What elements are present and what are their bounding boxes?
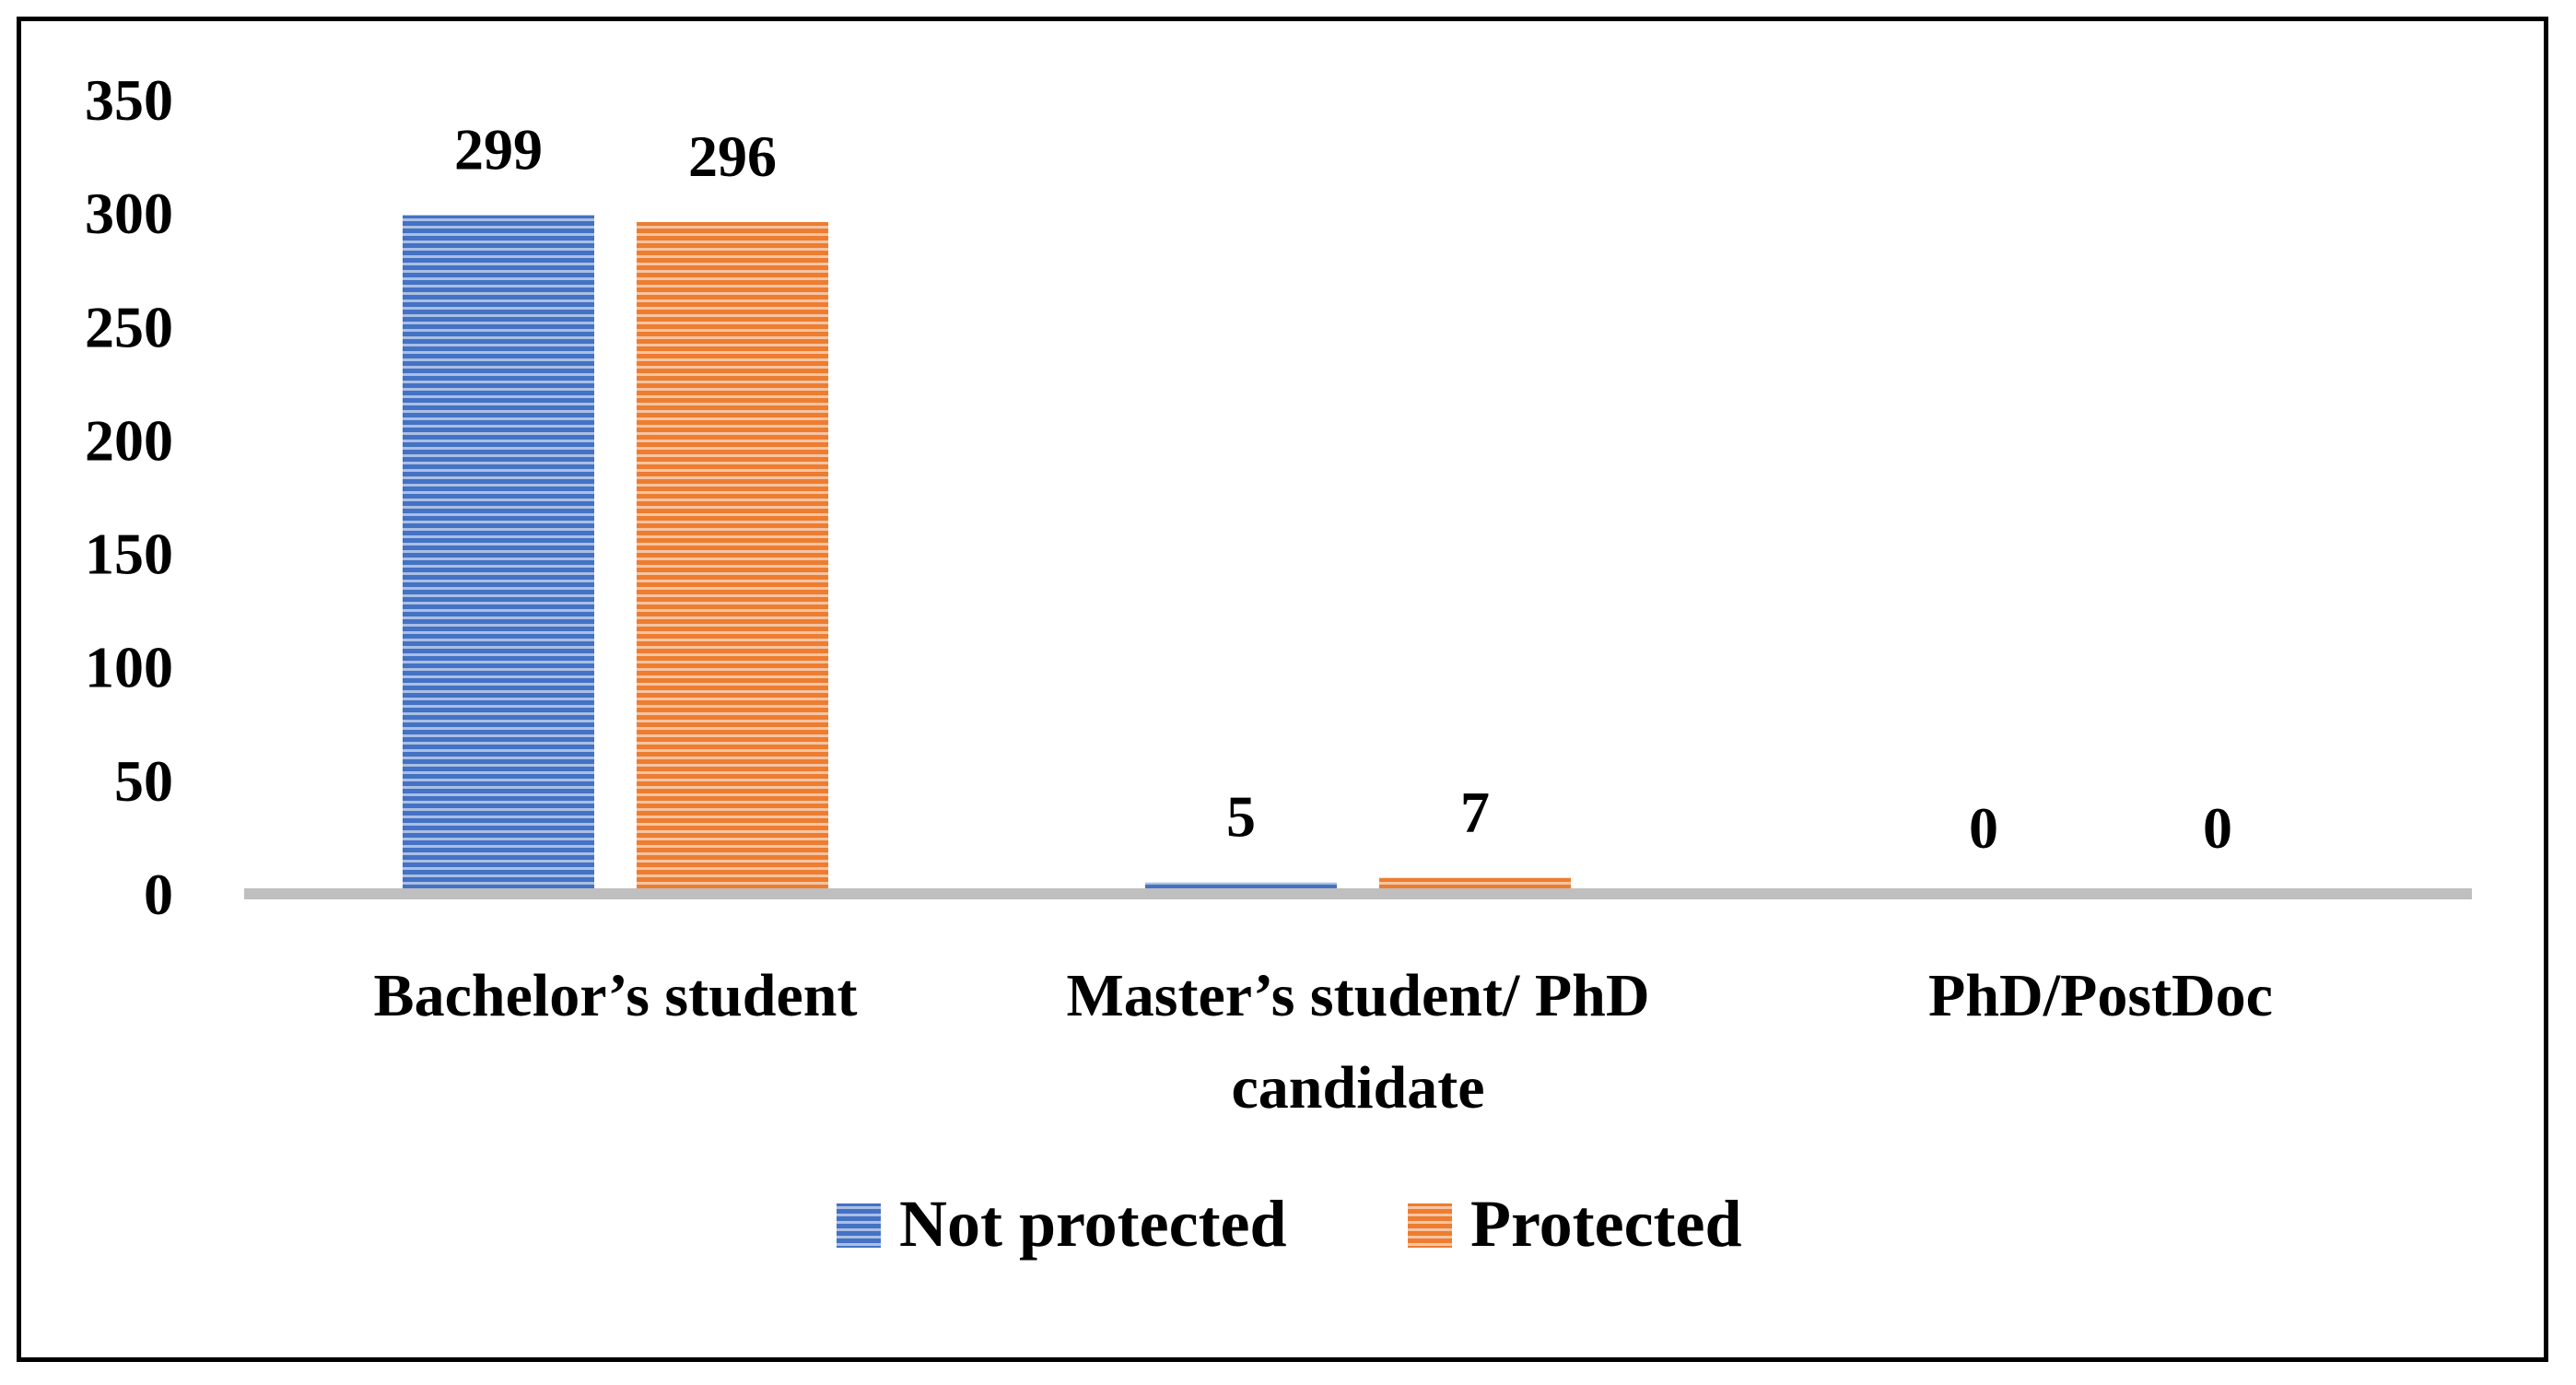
y-tick-label: 250 <box>85 294 173 359</box>
bar-not-protected-0 <box>403 215 594 894</box>
bars <box>403 215 1571 895</box>
data-label: 5 <box>1226 784 1256 850</box>
y-tick-label: 0 <box>144 862 173 927</box>
bar-protected-0 <box>637 221 828 895</box>
data-label: 7 <box>1460 780 1490 845</box>
y-tick-label: 50 <box>114 748 173 814</box>
data-label: 299 <box>454 117 543 182</box>
y-tick-label: 350 <box>85 67 173 133</box>
y-tick-label: 150 <box>85 522 173 587</box>
legend-swatch <box>837 1203 881 1248</box>
legend: Not protected Protected <box>837 1187 1742 1261</box>
data-labels: 299 296 5 7 0 0 <box>454 117 2232 861</box>
legend-swatch <box>1408 1203 1452 1248</box>
category-labels: Bachelor’s student Master’s student/ PhD c… <box>374 962 2273 1121</box>
data-label: 0 <box>1969 795 1998 861</box>
data-label: 296 <box>688 123 777 189</box>
y-axis-ticks: 0 50 100 150 200 250 300 350 <box>85 67 173 927</box>
y-tick-label: 300 <box>85 181 173 246</box>
x-category-label: Bachelor’s student <box>374 962 858 1029</box>
x-category-label: PhD/PostDoc <box>1928 962 2273 1029</box>
data-label: 0 <box>2203 795 2232 861</box>
y-tick-label: 200 <box>85 407 173 473</box>
y-tick-label: 100 <box>85 635 173 700</box>
legend-label: Not protected <box>899 1187 1287 1261</box>
legend-label: Protected <box>1470 1187 1742 1261</box>
x-category-label: Master’s student/ PhD candidate <box>1066 962 1649 1121</box>
